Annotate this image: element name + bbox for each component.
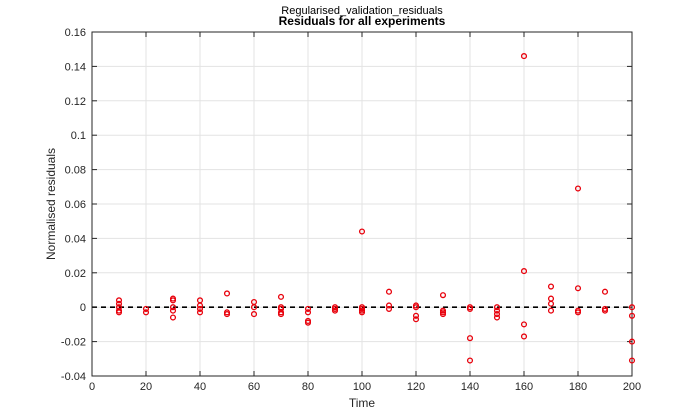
y-tick-label: 0.06 [65, 199, 86, 211]
x-tick-label: 0 [89, 381, 95, 393]
x-tick-label: 200 [623, 381, 641, 393]
data-point [493, 307, 501, 314]
data-point [223, 290, 231, 297]
data-point [574, 185, 582, 192]
data-point [358, 309, 366, 316]
data-point [142, 305, 150, 312]
data-point [466, 305, 474, 312]
data-point [547, 300, 555, 307]
data-point [277, 293, 285, 300]
data-point [466, 357, 474, 364]
y-tick-label: 0.1 [71, 130, 86, 142]
data-point [304, 309, 312, 316]
x-tick-label: 140 [461, 381, 479, 393]
x-tick-label: 100 [353, 381, 371, 393]
data-point [493, 314, 501, 321]
x-tick-label: 40 [194, 381, 206, 393]
data-point [358, 228, 366, 235]
y-tick-label: 0.02 [65, 268, 86, 280]
data-point [250, 304, 258, 311]
data-point [304, 305, 312, 312]
data-point [331, 307, 339, 314]
y-axis-label: Normalised residuals [44, 148, 58, 260]
data-point [142, 309, 150, 316]
x-tick-label: 60 [248, 381, 260, 393]
data-point [169, 304, 177, 311]
y-tick-label: 0 [80, 302, 86, 314]
data-point [196, 302, 204, 309]
data-point [574, 285, 582, 292]
data-point [520, 53, 528, 60]
data-point [520, 333, 528, 340]
data-point [601, 288, 609, 295]
data-point [169, 314, 177, 321]
x-axis-label: Time [349, 396, 376, 410]
x-tick-label: 180 [569, 381, 587, 393]
data-point [628, 312, 636, 319]
data-point [223, 311, 231, 318]
chart-subtitle: Regularised_validation_residuals [281, 5, 443, 17]
data-point [574, 309, 582, 316]
data-point [520, 268, 528, 275]
data-point [520, 321, 528, 328]
y-tick-label: 0.12 [65, 96, 86, 108]
data-point [385, 302, 393, 309]
data-point [547, 283, 555, 290]
data-point [628, 304, 636, 311]
y-tick-label: 0.14 [65, 61, 86, 73]
data-point [385, 288, 393, 295]
data-point [547, 307, 555, 314]
data-point [439, 292, 447, 299]
y-tick-label: 0.04 [65, 233, 86, 245]
data-point [601, 307, 609, 314]
data-point [304, 319, 312, 326]
data-point [628, 338, 636, 345]
y-tick-label: -0.02 [61, 337, 86, 349]
chart-title: Residuals for all experiments [279, 14, 446, 28]
axis-ticks: 0 20 40 60 80 100 120 140 160 180 200 -0.04 -0.02 0 0.… [61, 27, 641, 393]
data-points [115, 53, 636, 364]
data-point [115, 309, 123, 316]
data-point [196, 309, 204, 316]
x-tick-label: 160 [515, 381, 533, 393]
data-point [250, 311, 258, 318]
data-point [115, 300, 123, 307]
data-point [277, 311, 285, 318]
y-tick-label: -0.04 [61, 371, 86, 383]
data-point [412, 316, 420, 323]
y-tick-label: 0.08 [65, 165, 86, 177]
data-point [466, 335, 474, 342]
data-point [493, 311, 501, 318]
data-point [412, 304, 420, 311]
data-point [169, 297, 177, 304]
x-tick-label: 20 [140, 381, 152, 393]
data-point [196, 305, 204, 312]
data-point [115, 297, 123, 304]
data-point [493, 304, 501, 311]
data-point [628, 357, 636, 364]
data-point [385, 305, 393, 312]
data-point [169, 307, 177, 314]
y-tick-label: 0.16 [65, 27, 86, 39]
x-tick-label: 80 [302, 381, 314, 393]
x-tick-label: 120 [407, 381, 425, 393]
data-point [439, 311, 447, 318]
data-point [412, 312, 420, 319]
